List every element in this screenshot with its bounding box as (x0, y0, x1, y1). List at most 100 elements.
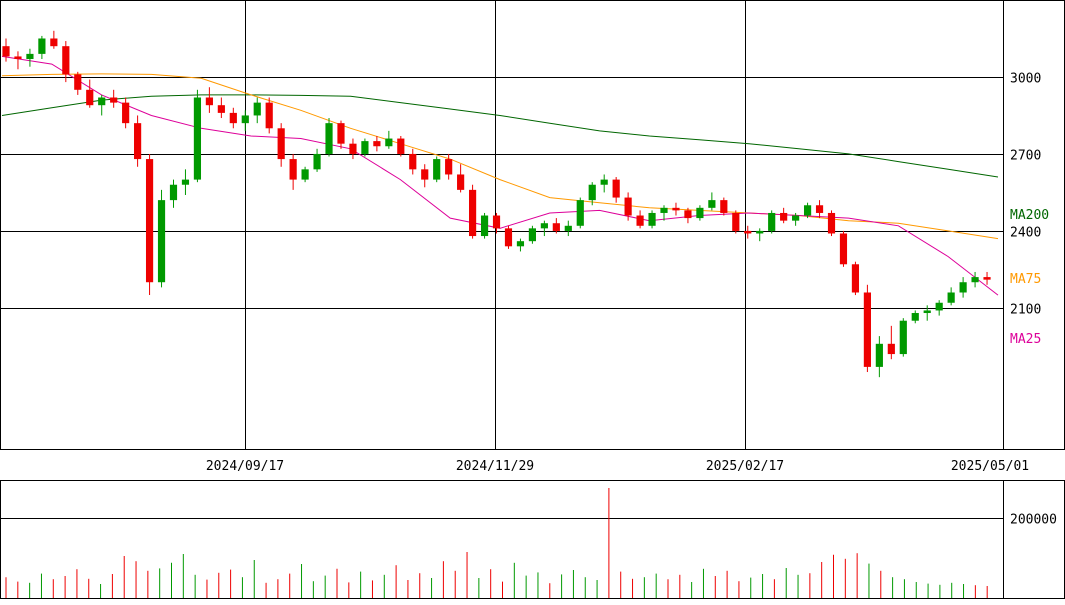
candle-body (696, 207, 704, 219)
legend-ma25: MA25 (1010, 332, 1041, 347)
y-tick-label: 2700 (1010, 149, 1041, 164)
candle-body (983, 277, 991, 280)
candle-body (217, 105, 225, 113)
candle-body (134, 123, 142, 160)
candle-body (145, 159, 154, 283)
candle-body (361, 141, 369, 154)
candle-body (409, 153, 417, 170)
candle-body (564, 225, 572, 231)
candle-body (923, 310, 931, 314)
y-tick-label: 2400 (1010, 226, 1041, 241)
candle-body (469, 189, 477, 237)
candle-body (636, 215, 644, 226)
y-tick-label: 3000 (1010, 72, 1041, 87)
candle-body (863, 292, 871, 367)
candle-body (373, 141, 381, 147)
candle-body (325, 123, 333, 154)
candle-body (612, 179, 620, 198)
legend-ma200: MA200 (1010, 208, 1049, 223)
candle-body (62, 46, 70, 75)
candle-body (492, 215, 501, 229)
candle-body (887, 343, 895, 355)
candle-body (74, 74, 82, 90)
candle-body (959, 282, 967, 293)
candle-body (552, 223, 560, 231)
candle-body (792, 215, 800, 221)
candle-body (14, 56, 22, 60)
candle-body (815, 205, 824, 213)
candle-body (516, 241, 525, 247)
candle-body (660, 207, 668, 213)
volume-panel: 200000 (0, 480, 1065, 599)
candle-body (26, 53, 34, 60)
candle-body (947, 292, 955, 303)
ma-line-ma200 (1, 94, 999, 178)
candle-body (971, 277, 979, 283)
candle-body (241, 115, 249, 124)
candle-body (181, 179, 190, 185)
candle-body (827, 212, 836, 234)
candle-body (684, 210, 692, 219)
candle-body (38, 38, 46, 54)
candle-body (349, 143, 357, 154)
candle-body (744, 230, 752, 234)
candle-body (98, 97, 106, 106)
candle-body (253, 102, 261, 116)
candle-body (624, 197, 632, 216)
candle-body (337, 123, 345, 144)
candle-body (50, 38, 58, 47)
x-tick-label: 2024/11/29 (456, 459, 534, 474)
candle-body (457, 174, 465, 190)
candle-body (839, 233, 848, 265)
candle-body (110, 97, 118, 103)
volume-panel-frame (0, 480, 1065, 599)
candle-body (480, 215, 489, 237)
candle-body (600, 179, 608, 185)
candle-body (397, 138, 405, 154)
candle-body (504, 228, 513, 247)
candle-body (301, 169, 309, 180)
candle-body (313, 153, 321, 170)
candle-body (229, 112, 237, 124)
volume-tick-label: 200000 (1010, 513, 1057, 528)
candle-body (780, 212, 788, 221)
candle-body (289, 159, 297, 180)
candle-body (2, 46, 10, 57)
candle-body (732, 212, 740, 231)
candle-body (768, 212, 776, 231)
candle-body (540, 223, 548, 229)
candle-body (265, 102, 273, 129)
candle-body (803, 205, 812, 216)
x-tick-label: 2025/02/17 (706, 459, 784, 474)
candle-body (169, 184, 178, 201)
candle-body (528, 228, 536, 242)
candle-body (576, 200, 584, 226)
candle-body (588, 184, 596, 201)
candle-body (193, 97, 202, 180)
candle-body (122, 102, 130, 124)
candle-body (756, 230, 764, 234)
candle-body (708, 200, 716, 208)
price-panel: 3000 2700 2400 2100 2024/09/17 2024/11/29 2025… (0, 0, 1065, 474)
candle-body (672, 207, 680, 211)
candle-body (421, 169, 429, 180)
candle-body (157, 200, 166, 283)
candle-body (277, 128, 285, 160)
price-panel-frame (0, 0, 1065, 450)
legend-ma75: MA75 (1010, 272, 1041, 287)
candle-body (911, 313, 919, 321)
candle-body (205, 97, 213, 106)
candle-body (899, 320, 907, 355)
candle-body (935, 302, 943, 311)
candle-body (648, 212, 656, 226)
candle-body (445, 159, 453, 175)
x-tick-label: 2024/09/17 (206, 459, 284, 474)
candle-body (86, 89, 94, 106)
candle-body (720, 200, 728, 213)
y-tick-label: 2100 (1010, 303, 1041, 318)
x-tick-label: 2025/05/01 (951, 459, 1029, 474)
candle-body (385, 138, 393, 147)
candle-body (875, 343, 883, 367)
